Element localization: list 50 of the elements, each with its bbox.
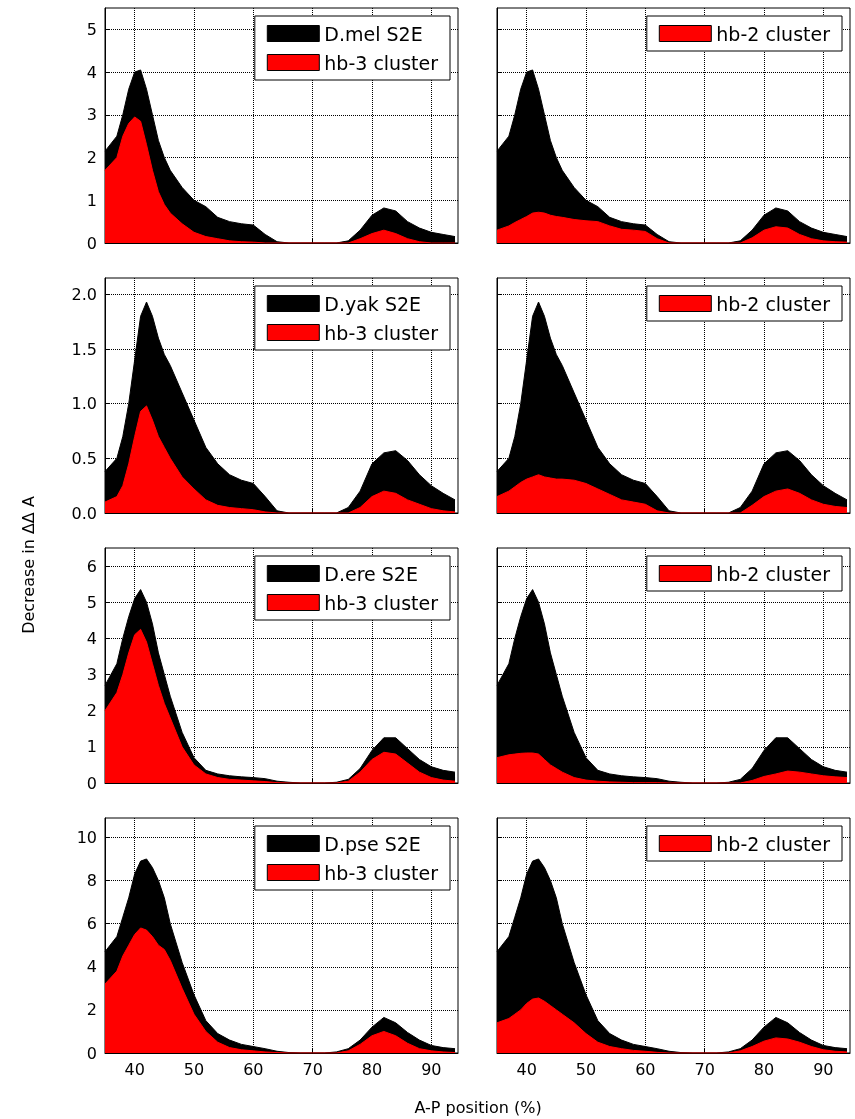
x-tick-label: 40 xyxy=(516,1059,537,1079)
x-tick-label: 70 xyxy=(302,1059,323,1079)
legend-label: hb-3 cluster xyxy=(324,861,439,884)
y-tick-label: 0.5 xyxy=(71,448,97,468)
legend-label: hb-2 cluster xyxy=(716,562,831,585)
x-tick-label: 90 xyxy=(421,1059,442,1079)
y-tick-label: 0.0 xyxy=(71,503,97,523)
y-tick-label: 6 xyxy=(86,556,97,576)
y-tick-label: 2 xyxy=(86,148,97,168)
legend-label: D.mel S2E xyxy=(324,22,423,45)
y-tick-label: 2 xyxy=(86,1000,97,1020)
x-tick-label: 70 xyxy=(694,1059,715,1079)
y-tick-label: 1 xyxy=(86,737,97,757)
y-tick-label: 8 xyxy=(86,871,97,891)
y-tick-label: 1.0 xyxy=(71,394,97,414)
y-tick-label: 5 xyxy=(86,592,97,612)
y-tick-label: 0 xyxy=(86,773,97,793)
legend-label: D.ere S2E xyxy=(324,562,418,585)
y-tick-label: 0 xyxy=(86,1043,97,1063)
y-tick-label: 2.0 xyxy=(71,284,97,304)
y-tick-label: 4 xyxy=(86,62,97,82)
x-tick-label: 40 xyxy=(124,1059,145,1079)
legend-label: D.yak S2E xyxy=(324,292,422,315)
y-tick-label: 5 xyxy=(86,19,97,39)
legend-label: hb-2 cluster xyxy=(716,22,831,45)
x-axis-title: A-P position (%) xyxy=(414,1097,542,1117)
y-tick-label: 1.5 xyxy=(71,339,97,359)
x-tick-label: 60 xyxy=(243,1059,264,1079)
x-tick-label: 50 xyxy=(575,1059,597,1079)
x-tick-label: 80 xyxy=(361,1059,383,1079)
y-tick-label: 2 xyxy=(86,701,97,721)
x-tick-label: 60 xyxy=(635,1059,656,1079)
x-tick-label: 50 xyxy=(183,1059,205,1079)
x-tick-label: 80 xyxy=(753,1059,775,1079)
y-tick-label: 3 xyxy=(86,105,97,125)
y-tick-label: 4 xyxy=(86,628,97,648)
y-axis-title: Decrease in ΔΔ A xyxy=(18,496,38,634)
y-tick-label: 3 xyxy=(86,665,97,685)
y-tick-label: 4 xyxy=(86,957,97,977)
y-tick-label: 0 xyxy=(86,233,97,253)
y-tick-label: 10 xyxy=(76,827,97,847)
y-tick-label: 1 xyxy=(86,190,97,210)
legend-label: hb-3 cluster xyxy=(324,321,439,344)
y-tick-label: 6 xyxy=(86,914,97,934)
legend-label: hb-2 cluster xyxy=(716,832,831,855)
legend-label: hb-3 cluster xyxy=(324,51,439,74)
legend-label: D.pse S2E xyxy=(324,832,421,855)
legend-label: hb-3 cluster xyxy=(324,591,439,614)
legend-label: hb-2 cluster xyxy=(716,292,831,315)
x-tick-label: 90 xyxy=(813,1059,834,1079)
